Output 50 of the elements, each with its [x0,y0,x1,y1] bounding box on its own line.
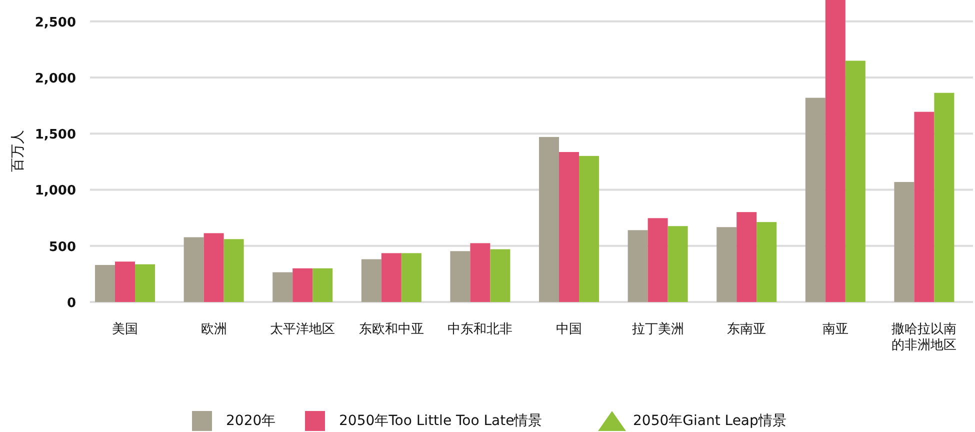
x-tick-label: 欧洲 [200,322,228,338]
bar [381,253,402,302]
bar [450,251,470,302]
bar [648,218,668,302]
bar [934,92,954,302]
x-tick-label: 东欧和中亚 [358,322,425,338]
bar [361,259,382,302]
x-tick-label: 南亚 [821,322,850,338]
bar [805,98,826,302]
x-tick-label: 中国 [555,322,583,338]
x-tick-label: 太平洋地区 [269,322,336,338]
y-tick-label: 2,000 [34,71,76,86]
bar [914,112,934,302]
bar [312,268,333,302]
bar [668,226,688,302]
y-tick-label: 1,000 [34,184,76,199]
bar [204,233,224,302]
x-tick-label: 撒哈拉以南的非洲地区 [890,322,958,354]
bar [490,249,510,302]
bar [401,253,422,302]
x-tick-label: 美国 [111,322,139,338]
bar [470,243,490,302]
bar [579,156,599,302]
bar [628,230,648,302]
bar [224,239,244,302]
y-tick-label: 0 [66,296,76,311]
bar [115,262,135,302]
bar [95,264,115,302]
y-axis-title: 百万人 [10,130,26,172]
bar [716,227,737,302]
x-tick-label: 东南亚 [726,322,768,338]
bar [292,268,313,302]
bar [756,222,777,302]
x-tick-label: 拉丁美洲 [630,322,685,338]
y-tick-label: 500 [48,240,76,255]
y-tick-label: 2,500 [34,15,76,30]
bar [736,212,757,302]
bar [184,237,204,302]
x-tick-label: 中东和北非 [446,322,514,338]
legend-label: 2020年 [226,412,276,430]
y-tick-label: 1,500 [34,128,76,143]
bar [825,0,846,302]
bar [559,152,579,302]
bar [272,272,293,302]
bar [894,182,914,302]
bar [135,264,155,302]
bar [539,136,559,302]
bar [845,60,866,302]
legend-label: 2050年Too Little Too Late情景 [339,412,542,430]
legend-label: 2050年Giant Leap情景 [633,412,786,430]
